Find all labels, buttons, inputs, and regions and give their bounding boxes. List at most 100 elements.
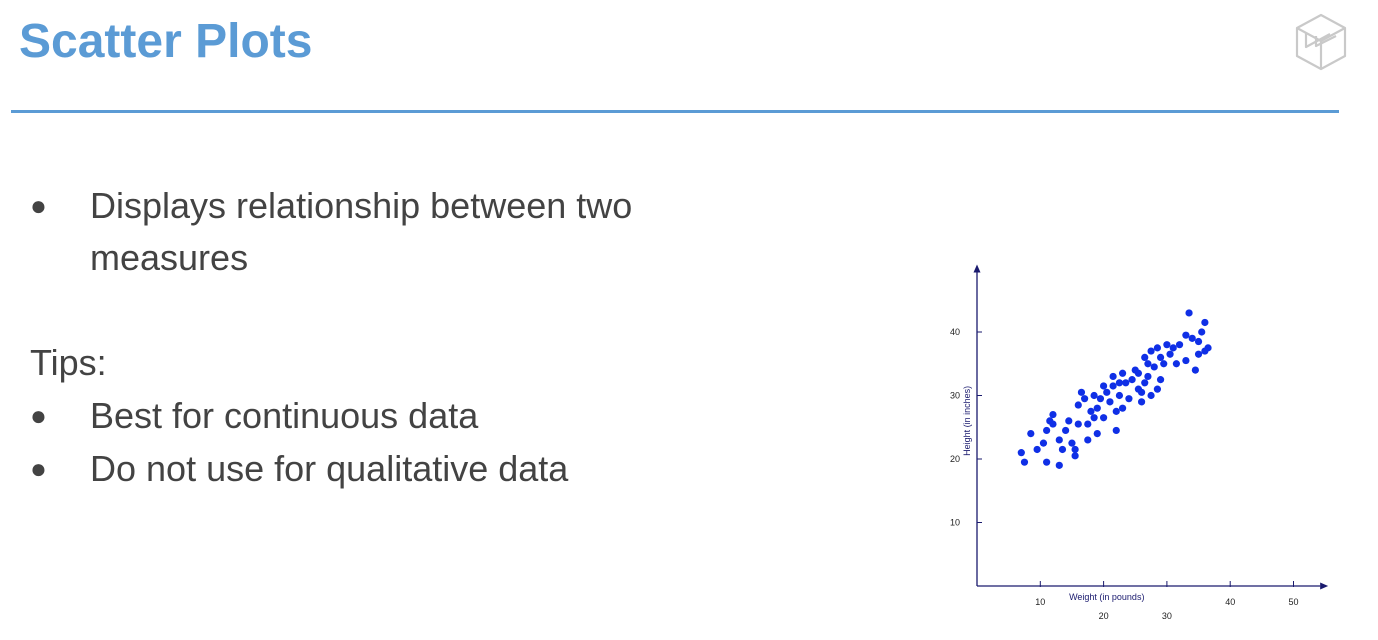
data-point: [1027, 430, 1035, 438]
data-point: [1100, 414, 1108, 422]
bullet-text: Displays relationship between two: [90, 185, 633, 226]
x-tick-label: 50: [1288, 597, 1298, 607]
data-point: [1039, 439, 1048, 447]
data-point: [1141, 353, 1149, 361]
data-point: [1134, 369, 1143, 377]
data-point: [1166, 350, 1174, 358]
data-point: [1112, 407, 1120, 415]
bullet-text: Do not use for qualitative data: [90, 448, 569, 489]
data-point: [1182, 356, 1190, 365]
data-point: [1081, 395, 1089, 403]
data-point: [1201, 318, 1209, 327]
data-point: [1128, 376, 1136, 384]
data-point: [1144, 372, 1152, 381]
bullet-dot-icon: ●: [30, 190, 47, 221]
data-point: [1175, 341, 1184, 349]
data-point: [1074, 420, 1082, 428]
data-point: [1191, 366, 1199, 374]
x-tick-label: 10: [1035, 597, 1045, 607]
data-point: [1090, 414, 1098, 422]
data-point: [1153, 385, 1162, 393]
data-point: [1096, 395, 1105, 403]
scatter-chart: 10 20 30 40 50 10 20 30 40 Weight (in pounds) Heig…: [950, 264, 1329, 621]
y-tick-label: 10: [950, 518, 960, 528]
axes: [973, 264, 1329, 590]
data-point: [1049, 410, 1057, 419]
data-point: [1115, 379, 1124, 387]
y-tick-label: 40: [950, 327, 960, 337]
x-axis-arrow-icon: [1320, 582, 1329, 590]
data-point: [1147, 391, 1155, 400]
data-point: [1172, 360, 1180, 368]
data-point: [1109, 382, 1117, 390]
data-point: [1112, 426, 1120, 435]
data-point: [1194, 337, 1203, 346]
x-axis-label: Weight (in pounds): [1069, 592, 1144, 602]
data-point: [1169, 344, 1177, 352]
data-point: [1100, 382, 1108, 390]
data-point: [1055, 436, 1063, 444]
data-point: [1084, 436, 1092, 444]
data-point: [1062, 426, 1070, 435]
data-point: [1141, 379, 1149, 387]
bullet-text: measures: [90, 237, 249, 278]
slide-title: Scatter Plots: [19, 15, 313, 68]
x-tick-label: 30: [1162, 611, 1172, 621]
data-point: [1156, 353, 1165, 361]
y-axis-label: Height (in inches): [962, 386, 972, 456]
data-point: [1182, 331, 1190, 339]
data-point: [1163, 341, 1171, 349]
data-point: [1185, 309, 1193, 317]
data-point: [1118, 369, 1127, 377]
title-divider: [11, 110, 1339, 113]
data-point: [1043, 426, 1051, 435]
data-point: [1090, 391, 1098, 400]
data-point: [1118, 404, 1127, 412]
y-axis-arrow-icon: [973, 264, 981, 273]
data-point: [1153, 344, 1162, 352]
data-point: [1071, 445, 1079, 454]
data-point: [1087, 407, 1095, 415]
data-point: [1150, 363, 1158, 371]
data-point: [1043, 458, 1051, 466]
data-point: [1201, 347, 1209, 355]
data-point: [1188, 334, 1196, 342]
y-tick-label: 20: [950, 454, 960, 464]
data-point: [1125, 395, 1133, 403]
data-point: [1115, 391, 1124, 400]
data-point: [1106, 398, 1114, 406]
data-point: [1020, 458, 1029, 466]
bullet-dot-icon: ●: [30, 453, 47, 484]
data-point: [1144, 360, 1152, 368]
data-points: [1017, 309, 1212, 469]
bullet-dot-icon: ●: [30, 400, 47, 431]
data-point: [1156, 376, 1165, 384]
data-point: [1055, 461, 1063, 469]
data-point: [1160, 360, 1168, 368]
data-point: [1058, 445, 1067, 454]
y-tick-label: 30: [950, 391, 960, 401]
data-point: [1093, 404, 1101, 412]
cube-logo-icon: [1295, 13, 1347, 71]
data-point: [1137, 388, 1146, 396]
data-point: [1017, 449, 1025, 457]
data-point: [1049, 420, 1057, 428]
data-point: [1198, 328, 1206, 336]
data-point: [1084, 420, 1092, 428]
tips-heading: Tips:: [30, 342, 107, 383]
axis-labels: 10 20 30 40 50 10 20 30 40 Weight (in pounds) Heig…: [950, 327, 1299, 621]
data-point: [1077, 388, 1086, 396]
data-point: [1103, 388, 1111, 396]
data-point: [1147, 347, 1155, 355]
data-point: [1068, 439, 1076, 447]
bullet-text: Best for continuous data: [90, 395, 479, 436]
data-point: [1074, 401, 1082, 409]
x-tick-label: 40: [1225, 597, 1235, 607]
data-point: [1093, 430, 1101, 438]
x-tick-label: 20: [1099, 611, 1109, 621]
data-point: [1033, 445, 1041, 454]
data-point: [1065, 417, 1073, 425]
tick-marks: [977, 331, 1294, 587]
data-point: [1109, 372, 1117, 381]
data-point: [1122, 379, 1130, 387]
